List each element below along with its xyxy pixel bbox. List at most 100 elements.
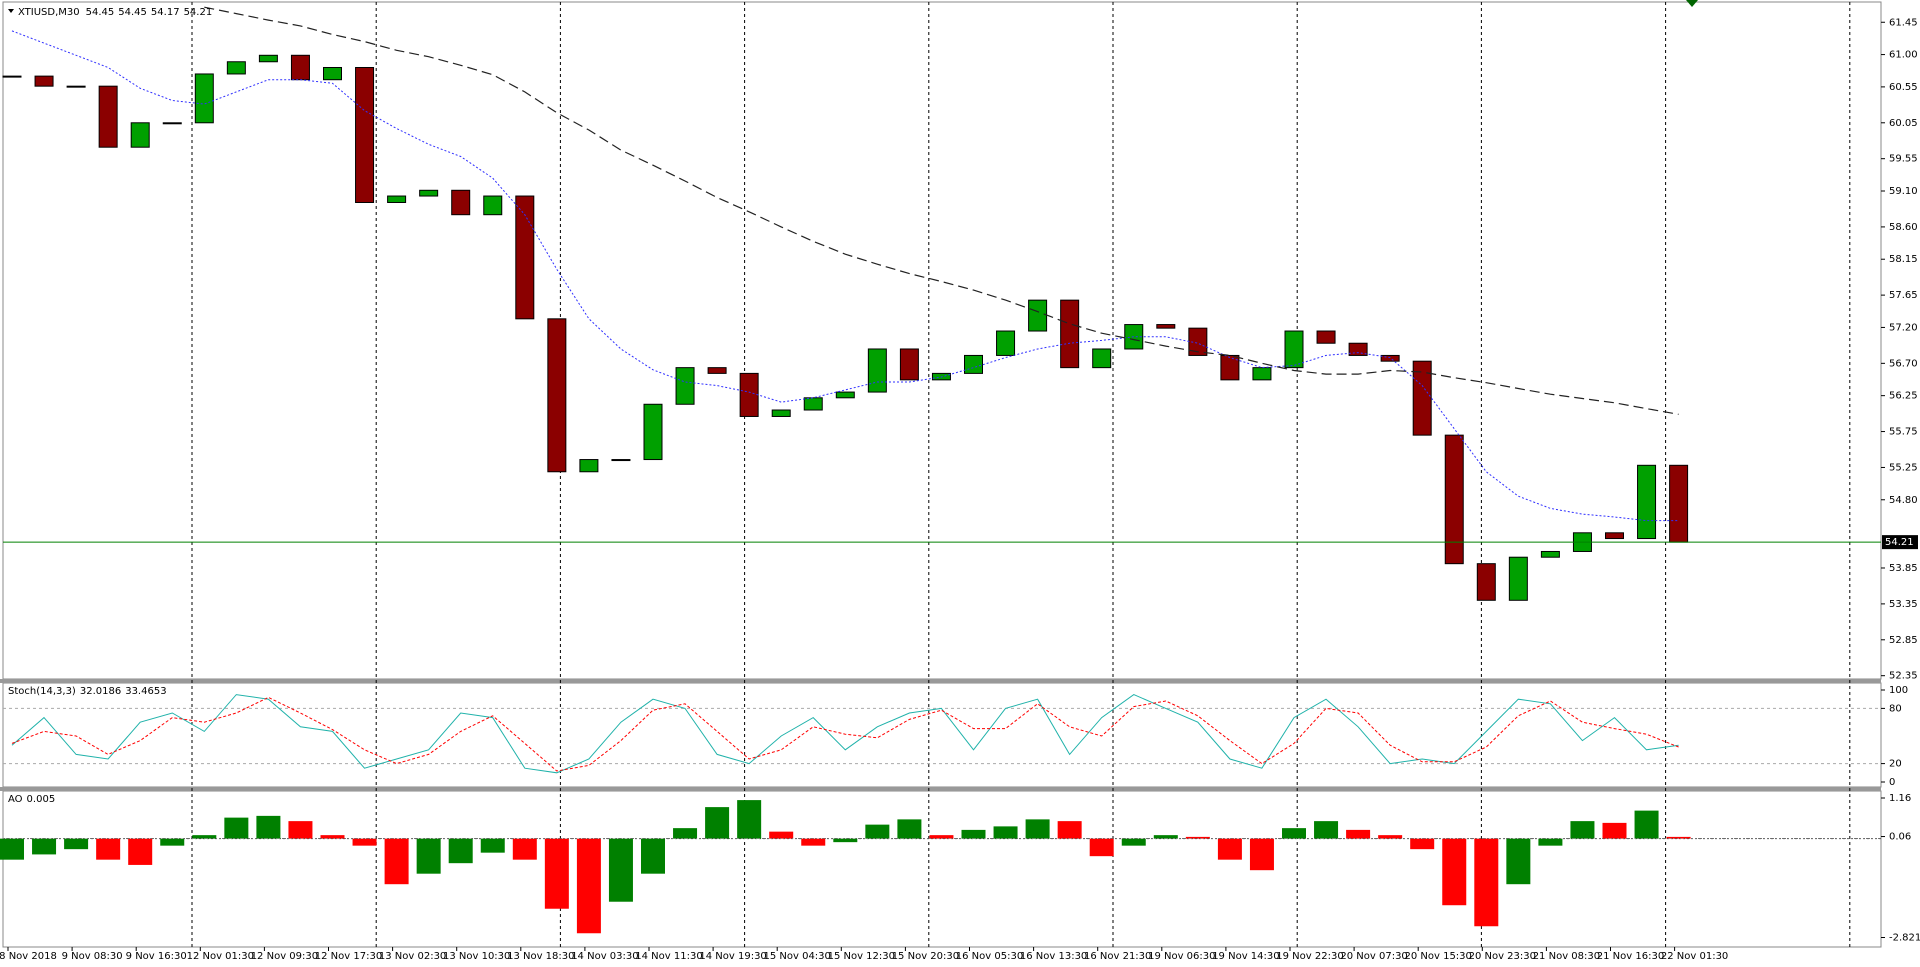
ao-header: AO 0.005 bbox=[8, 794, 55, 805]
ao-bar bbox=[0, 838, 24, 860]
candle bbox=[1444, 434, 1464, 565]
candle bbox=[771, 409, 791, 417]
candle bbox=[579, 459, 599, 473]
x-tick-label: 12 Nov 17:30 bbox=[315, 951, 382, 962]
panel-separator bbox=[0, 679, 1881, 683]
x-tick-label: 12 Nov 01:30 bbox=[187, 951, 254, 962]
y-tick-label: 61.00 bbox=[1889, 50, 1918, 61]
y-tick-label: 20 bbox=[1889, 759, 1902, 770]
y-tick-label: 100 bbox=[1889, 685, 1908, 696]
candle bbox=[1220, 354, 1240, 381]
x-tick-label: 13 Nov 02:30 bbox=[379, 951, 446, 962]
x-tick-label: 19 Nov 06:30 bbox=[1148, 951, 1215, 962]
candle bbox=[707, 367, 727, 374]
ao-bar bbox=[929, 835, 954, 839]
ao-bar bbox=[1410, 838, 1435, 850]
candle bbox=[1092, 348, 1112, 369]
y-tick-label: 57.65 bbox=[1889, 290, 1918, 301]
candle bbox=[739, 372, 759, 417]
candle bbox=[451, 189, 471, 216]
ao-bar bbox=[1474, 838, 1499, 927]
ao-bar bbox=[961, 829, 986, 839]
x-tick-label: 14 Nov 11:30 bbox=[635, 951, 702, 962]
candle bbox=[162, 122, 182, 125]
candle bbox=[130, 122, 150, 148]
candle bbox=[34, 75, 54, 87]
x-tick-label: 15 Nov 12:30 bbox=[828, 951, 895, 962]
candle bbox=[2, 75, 22, 78]
y-tick-label: 58.60 bbox=[1889, 222, 1918, 233]
ao-bar bbox=[801, 838, 826, 846]
ao-bar bbox=[64, 838, 89, 850]
stoch-signal: 33.4653 bbox=[125, 686, 166, 697]
candle bbox=[98, 85, 118, 148]
candle bbox=[964, 354, 983, 374]
ao-bar bbox=[1346, 829, 1371, 839]
current-price-box bbox=[1882, 535, 1918, 550]
ao-bar bbox=[352, 838, 377, 846]
ao-bar bbox=[641, 838, 665, 874]
x-tick-label: 15 Nov 20:30 bbox=[892, 951, 959, 962]
candle bbox=[899, 348, 919, 381]
ao-bar bbox=[608, 838, 633, 902]
y-tick-label: 56.25 bbox=[1889, 391, 1918, 402]
symbol: XTIUSD,M30 bbox=[18, 7, 80, 18]
ao-bar bbox=[96, 838, 121, 860]
candle bbox=[515, 195, 535, 320]
y-tick-label: 60.55 bbox=[1889, 82, 1918, 93]
ao-bar bbox=[416, 838, 441, 874]
ao-bar bbox=[1249, 838, 1274, 871]
candle bbox=[547, 318, 567, 473]
ao-bar bbox=[576, 838, 601, 934]
arrow-marker bbox=[1686, 0, 1698, 7]
plot: 61.45 61.00 60.55 60.05 59.55 59.10 58.60 58.15… bbox=[0, 6, 1920, 962]
x-tick-label: 21 Nov 08:30 bbox=[1533, 951, 1600, 962]
candle bbox=[1060, 299, 1080, 369]
low: 54.17 bbox=[151, 7, 180, 18]
y-tick-label: -2.821 bbox=[1889, 933, 1920, 944]
y-tick-label: 59.10 bbox=[1889, 186, 1918, 197]
ao-bar bbox=[160, 838, 185, 846]
x-tick-label: 20 Nov 23:30 bbox=[1469, 951, 1536, 962]
y-tick-label: 57.20 bbox=[1889, 322, 1918, 333]
candle bbox=[1605, 532, 1624, 540]
ao-bar bbox=[1378, 835, 1403, 839]
slow-ma bbox=[204, 6, 1679, 415]
ao-bar bbox=[865, 824, 890, 839]
x-tick-label: 14 Nov 19:30 bbox=[699, 951, 766, 962]
ao-bar bbox=[1057, 821, 1082, 839]
current-price-label: 54.21 bbox=[1885, 537, 1914, 548]
x-tick-label: 20 Nov 07:30 bbox=[1340, 951, 1407, 962]
candle bbox=[387, 195, 407, 203]
ao-bar bbox=[705, 807, 730, 839]
ao-bar bbox=[288, 821, 313, 839]
x-tick-label: 16 Nov 05:30 bbox=[956, 951, 1023, 962]
ao-bar bbox=[512, 838, 537, 860]
candle bbox=[1476, 563, 1496, 601]
y-tick-label: 53.35 bbox=[1889, 599, 1918, 610]
y-tick-label: 55.25 bbox=[1889, 462, 1918, 473]
ao-bar bbox=[1634, 810, 1659, 839]
ao-bar bbox=[1153, 835, 1178, 839]
y-tick-label: 58.15 bbox=[1889, 254, 1918, 265]
candle bbox=[323, 66, 342, 81]
ao-bar bbox=[448, 838, 473, 864]
x-tick-label: 9 Nov 08:30 bbox=[62, 951, 123, 962]
candle bbox=[803, 397, 823, 411]
ao-bar bbox=[993, 826, 1018, 839]
candle bbox=[419, 189, 439, 197]
x-tick-label: 21 Nov 16:30 bbox=[1597, 951, 1664, 962]
ao-bar bbox=[224, 817, 249, 839]
x-tick-label: 16 Nov 21:30 bbox=[1084, 951, 1151, 962]
y-tick-label: 55.75 bbox=[1889, 427, 1918, 438]
ao-bar bbox=[384, 838, 409, 885]
y-tick-label: 52.85 bbox=[1889, 635, 1918, 646]
ao-bar bbox=[1570, 821, 1595, 839]
ao-bar bbox=[256, 815, 281, 839]
x-tick-label: 9 Nov 16:30 bbox=[126, 951, 187, 962]
x-tick-label: 13 Nov 18:30 bbox=[507, 951, 574, 962]
candle bbox=[1637, 464, 1657, 540]
ao-bar bbox=[544, 838, 569, 909]
ao-bar bbox=[1602, 822, 1627, 839]
ao-bar bbox=[1282, 828, 1306, 839]
